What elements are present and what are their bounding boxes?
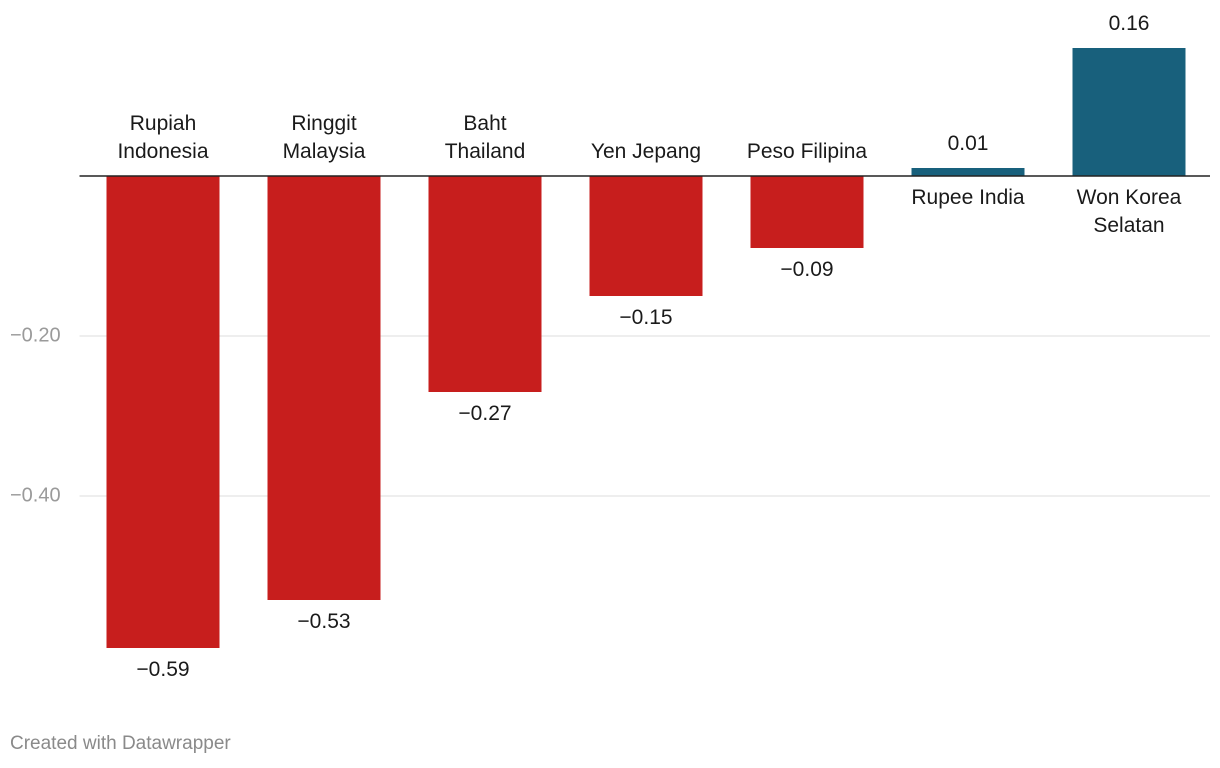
x-tick-label: Rupee India	[911, 186, 1025, 209]
value-label: −0.59	[136, 658, 190, 681]
value-label: −0.53	[297, 610, 351, 633]
value-label: 0.01	[947, 132, 989, 155]
x-tick-label: Rupiah Indonesia	[117, 112, 209, 163]
y-tick-label: −0.40	[10, 484, 61, 507]
bar	[267, 176, 381, 600]
footer: Created with Datawrapper	[10, 733, 231, 754]
x-tick-label: Peso Filipina	[746, 140, 868, 163]
bar	[589, 176, 703, 296]
value-label: −0.27	[458, 402, 512, 425]
value-label: −0.15	[619, 306, 673, 329]
bar	[106, 176, 220, 648]
bar	[750, 176, 864, 248]
value-label: −0.09	[780, 258, 834, 281]
bar	[428, 176, 542, 392]
bar	[1072, 48, 1186, 176]
x-tick-label: Ringgit Malaysia	[282, 112, 366, 163]
x-tick-label: Won Korea Selatan	[1076, 186, 1182, 237]
x-tick-label: Yen Jepang	[590, 140, 702, 163]
x-tick-label: Baht Thailand	[444, 112, 526, 163]
y-tick-label: −0.20	[10, 324, 61, 347]
value-label: 0.16	[1108, 12, 1150, 35]
bar	[911, 168, 1025, 176]
